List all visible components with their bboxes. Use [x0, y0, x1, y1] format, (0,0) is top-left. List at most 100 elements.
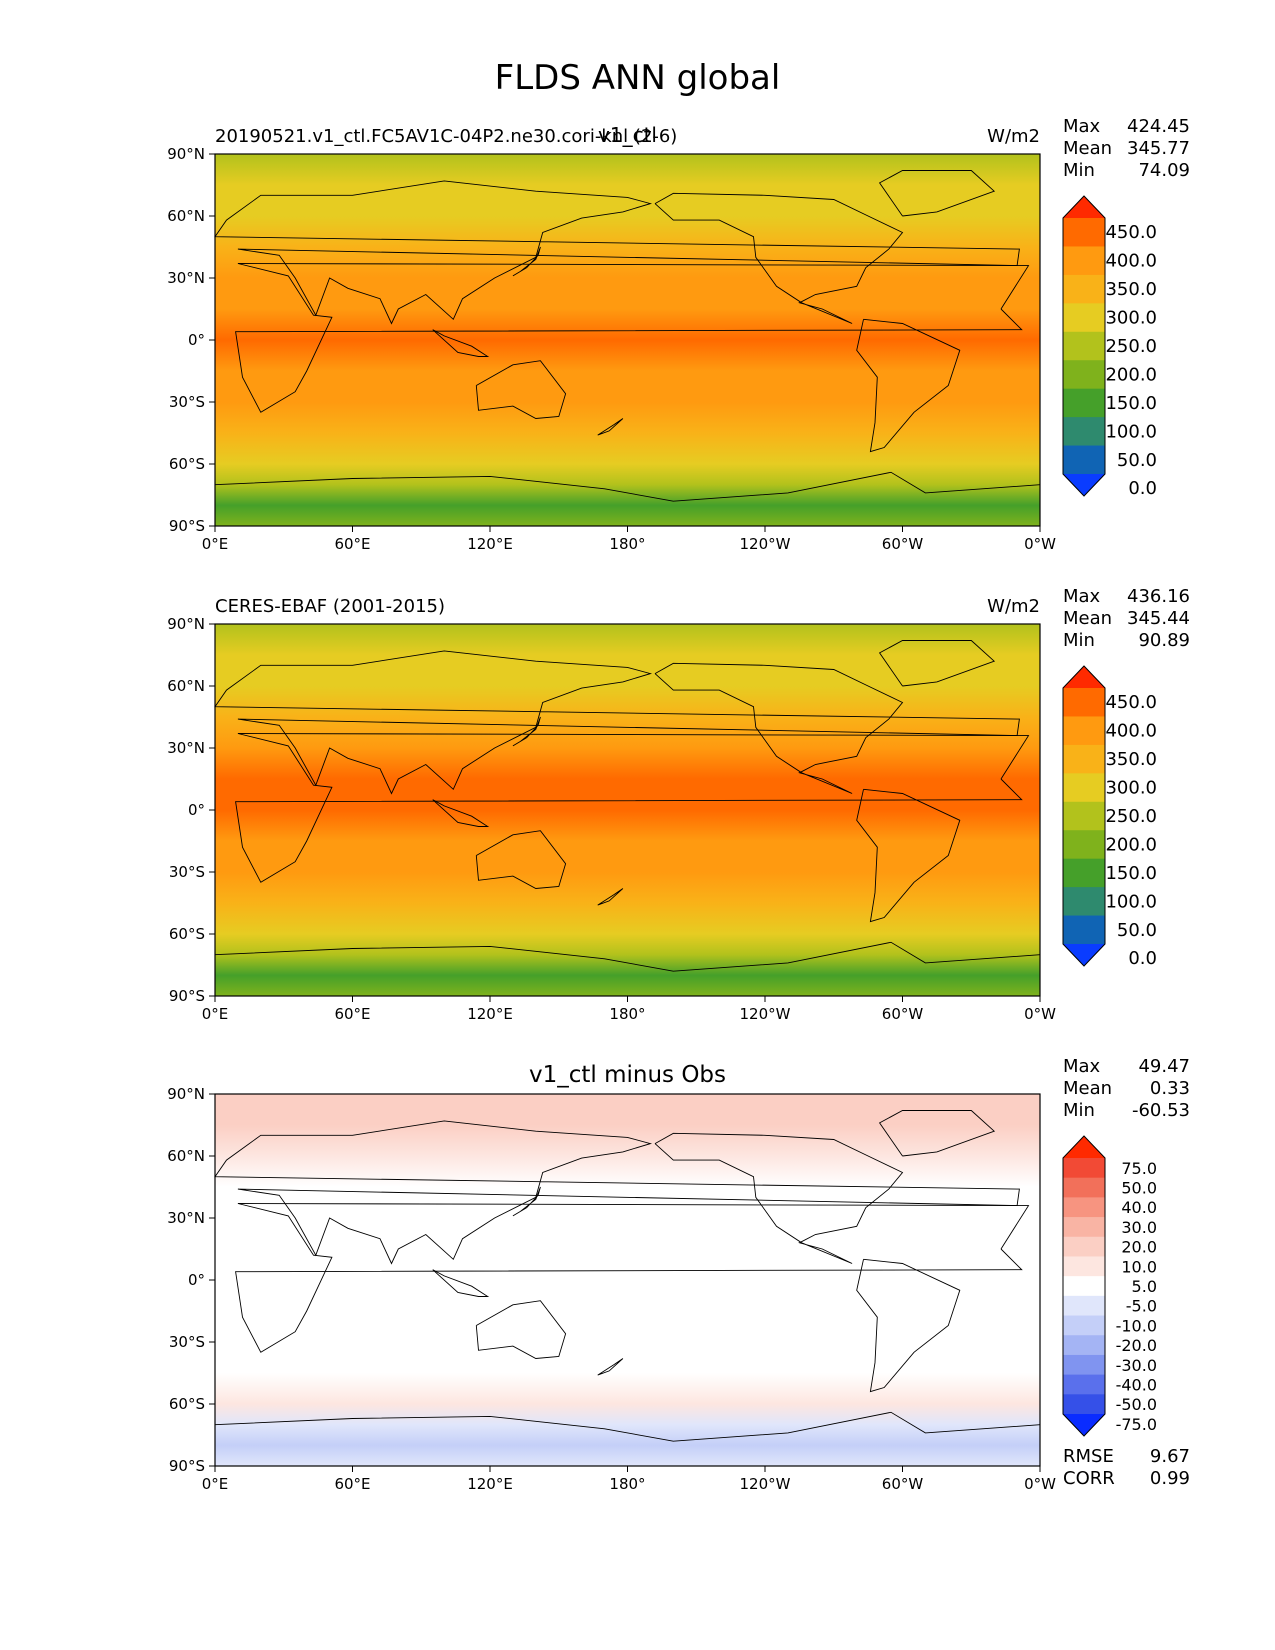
extra-stat-label: RMSE	[1063, 1446, 1114, 1467]
colorbar-swatch	[1063, 1177, 1105, 1198]
figure-title: FLDS ANN global	[494, 58, 781, 98]
coastline-path	[214, 471, 1041, 502]
colorbar-tick-label: 450.0	[1105, 222, 1157, 243]
y-tick-label: 60°S	[169, 455, 205, 473]
x-tick-label: 60°E	[334, 1005, 370, 1023]
colorbar-swatch	[1063, 716, 1105, 746]
y-tick-label: 60°N	[167, 207, 205, 225]
y-tick-label: 0°	[188, 1271, 205, 1289]
y-tick-label: 30°N	[167, 739, 205, 757]
colorbar-swatch	[1063, 744, 1105, 774]
colorbar-tick-label: 350.0	[1105, 749, 1157, 770]
x-tick-label: 60°E	[334, 1475, 370, 1493]
colorbar-tick-label: 50.0	[1117, 920, 1157, 941]
coastline-path	[214, 941, 1041, 972]
coastline-path	[856, 318, 961, 453]
y-tick-label: 60°S	[169, 925, 205, 943]
x-tick-label: 60°W	[882, 535, 924, 553]
colorbar-extend-bottom	[1063, 944, 1105, 966]
colorbar-tick-label: 100.0	[1105, 421, 1157, 442]
coastline-path	[214, 1120, 1020, 1265]
coastline-path	[512, 716, 541, 747]
y-tick-label: 90°S	[169, 987, 205, 1005]
colorbar-tick-label: 30.0	[1121, 1218, 1157, 1237]
panel-units: W/m2	[987, 596, 1040, 617]
colorbar-swatch	[1063, 1295, 1105, 1317]
x-tick-label: 0°E	[202, 535, 229, 553]
map-panel-reference: 0°E 60°E 120°E 180° 120°W 60°W 0°W 90°N 60°N 30°N…	[167, 586, 1190, 1023]
coastline-path	[512, 1186, 541, 1217]
coastline-path	[475, 1300, 567, 1359]
colorbar-tick-label: -30.0	[1116, 1356, 1157, 1375]
y-tick-label: 60°N	[167, 1147, 205, 1165]
colorbar-swatch	[1063, 830, 1105, 860]
colorbar-tick-label: 300.0	[1105, 778, 1157, 799]
field-test	[215, 154, 1040, 526]
coastline-path	[475, 360, 567, 419]
coastline-path	[235, 263, 1030, 413]
colorbar-tick-label: 300.0	[1105, 308, 1157, 329]
colorbar-tick-label: 10.0	[1121, 1257, 1157, 1276]
colorbar-outline	[1062, 665, 1106, 967]
stat-label: Mean	[1063, 608, 1112, 629]
colorbar-tick-label: 0.0	[1128, 948, 1157, 969]
colorbar-tick-label: -20.0	[1116, 1336, 1157, 1355]
x-tick-label: 60°E	[334, 535, 370, 553]
colorbar-swatch	[1063, 858, 1105, 888]
colorbar: 450.0 400.0 350.0 300.0 250.0 200.0 150.0 100.0…	[1062, 665, 1157, 969]
x-tick-label: 120°E	[467, 1475, 513, 1493]
panel-center-label: v1_ctl minus Obs	[529, 1062, 726, 1088]
colorbar-tick-label: 400.0	[1105, 251, 1157, 272]
colorbar-tick-label: 200.0	[1105, 834, 1157, 855]
colorbar-swatch	[1063, 688, 1105, 717]
colorbar-tick-label: 50.0	[1121, 1179, 1157, 1198]
colorbar-tick-label: 5.0	[1132, 1277, 1157, 1296]
coastline-path	[878, 1110, 996, 1157]
colorbar-swatch	[1063, 1236, 1105, 1257]
colorbar-swatch	[1063, 1276, 1105, 1297]
colorbar-swatch	[1063, 331, 1105, 361]
coastline-path	[432, 1269, 490, 1297]
colorbar-swatch	[1063, 218, 1105, 247]
map-panel-test: 0°E 60°E 120°E 180° 120°W 60°W 0°W 90°N 60°N 30°N…	[167, 116, 1190, 553]
colorbar-tick-label: 400.0	[1105, 721, 1157, 742]
coastline-path	[654, 1132, 904, 1264]
coastline-path	[597, 1358, 624, 1376]
colorbar-tick-label: 150.0	[1105, 393, 1157, 414]
x-tick-label: 60°W	[882, 1005, 924, 1023]
colorbar-extend-top	[1063, 1136, 1105, 1158]
coastline-path	[432, 799, 490, 827]
x-tick-label: 0°W	[1024, 1005, 1056, 1023]
panel-center-label: v1_ctl	[598, 123, 657, 147]
stat-value: 74.09	[1138, 160, 1190, 181]
colorbar-tick-label: -40.0	[1116, 1375, 1157, 1394]
coastline-path	[214, 180, 1020, 325]
colorbar: 450.0 400.0 350.0 300.0 250.0 200.0 150.0 100.0…	[1062, 195, 1157, 499]
map-panel-difference: 0°E 60°E 120°E 180° 120°W 60°W 0°W 90°N 60°N 30°N…	[167, 1056, 1190, 1493]
colorbar-tick-label: -10.0	[1116, 1316, 1157, 1335]
colorbar-swatch	[1063, 360, 1105, 390]
y-tick-label: 30°N	[167, 1209, 205, 1227]
coastline-path	[235, 1203, 1030, 1353]
panel-left-label: CERES-EBAF (2001-2015)	[215, 596, 445, 617]
colorbar-outline	[1062, 195, 1106, 497]
coastlines	[214, 640, 1041, 972]
stat-value: 49.47	[1138, 1056, 1190, 1077]
y-tick-label: 90°S	[169, 517, 205, 535]
colorbar-tick-label: -75.0	[1116, 1415, 1157, 1434]
y-tick-label: 0°	[188, 801, 205, 819]
colorbar-tick-label: 250.0	[1105, 806, 1157, 827]
stat-label: Max	[1063, 586, 1101, 607]
coastline-path	[654, 662, 904, 794]
coastline-path	[512, 246, 541, 277]
coastline-path	[856, 1258, 961, 1393]
coastline-path	[214, 1411, 1041, 1442]
x-tick-label: 180°	[609, 1005, 645, 1023]
coastline-path	[878, 640, 996, 687]
coastline-path	[856, 788, 961, 923]
y-tick-label: 90°N	[167, 145, 205, 163]
colorbar-swatch	[1063, 1394, 1105, 1415]
colorbar: 75.050.040.030.020.010.05.0-5.0-10.0-20.…	[1062, 1135, 1157, 1437]
colorbar-extend-top	[1063, 196, 1105, 218]
stat-value: -60.53	[1132, 1100, 1190, 1121]
